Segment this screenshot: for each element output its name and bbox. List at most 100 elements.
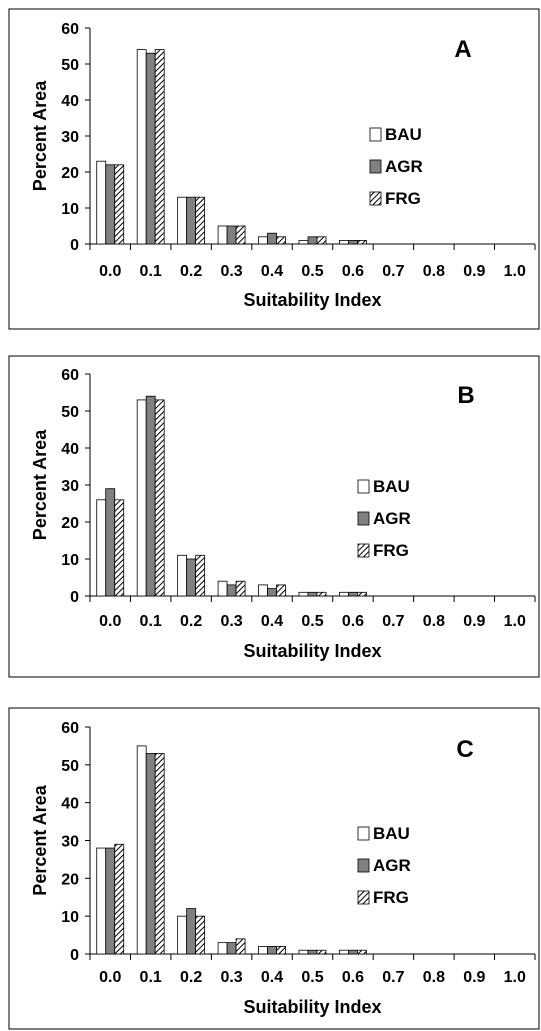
chart-frame [8,355,540,678]
panel-label-b: B [457,382,474,409]
legend-swatch-bau [357,479,370,494]
x-tick-label: 0.8 [423,613,445,630]
bar-frg-0.0 [114,499,125,597]
x-tick-label: 0.5 [301,969,323,986]
bar-frg-0.6 [357,949,367,955]
bar-bau-0.2 [177,554,188,597]
legend-swatch-frg [357,890,370,905]
x-tick-label: 0.3 [220,613,242,630]
bar-frg-0.2 [195,196,206,245]
x-tick-label: 0.7 [382,613,404,630]
bar-frg-0.2 [195,915,206,955]
chart-panel-a: 0 10 20 30 40 50 60 0.0 0.1 0.2 0.3 0.4 0.5 0.6 0.7 0.8… [0,0,541,331]
chart-panel-b: 0 10 20 30 40 50 60 0.0 0.1 0.2 0.3 0.4 0.5 0.6 0.7 0.8… [0,354,541,679]
y-tick-label: 60 [61,21,79,38]
bar-agr-0.2 [186,558,197,597]
x-tick-label: 0.7 [382,263,404,280]
x-tick-label: 0.4 [261,969,283,986]
legend-label-agr: AGR [385,157,423,176]
x-tick-label: 0.0 [99,613,121,630]
legend-swatch-frg [369,191,382,206]
y-tick-label: 0 [70,589,79,606]
x-tick-label: 0.3 [220,969,242,986]
bar-agr-0.0 [105,488,116,597]
x-tick-label: 0.2 [180,969,202,986]
bar-frg-0.0 [114,843,125,955]
bar-agr-0.1 [145,52,156,245]
y-tick-label: 40 [61,441,79,458]
x-tick-label: 0.2 [180,613,202,630]
bar-frg-0.5 [316,949,327,955]
bar-chart-a: 0 10 20 30 40 50 60 0.0 0.1 0.2 0.3 0.4 0.5 0.6 0.7 0.8… [8,8,540,330]
y-tick-label: 40 [61,93,79,110]
legend-swatch-agr [369,159,382,174]
bar-bau-0.5 [298,591,309,597]
legend-label-agr: AGR [373,856,411,875]
bar-bau-0.3 [217,225,228,245]
bar-agr-0.5 [307,591,318,597]
bar-agr-0.2 [186,196,197,245]
bar-frg-0.3 [235,225,246,245]
chart-frame [8,8,540,330]
x-axis-label: Suitability Index [243,997,381,1017]
bar-agr-0.3 [226,584,237,597]
bar-agr-0.6 [348,591,358,597]
bar-agr-0.2 [186,908,197,955]
x-tick-label: 0.6 [342,969,364,986]
bar-bau-0.1 [136,745,147,955]
x-axis-label: Suitability Index [243,641,381,661]
y-tick-label: 40 [61,796,79,813]
bar-bau-0.4 [258,584,268,597]
bar-chart-c: 0 10 20 30 40 50 60 0.0 0.1 0.2 0.3 0.4 0.5 0.6 0.7 0.8… [8,707,540,1030]
y-tick-label: 20 [61,515,79,532]
x-tick-label: 0.9 [463,969,485,986]
chart-panel-c: 0 10 20 30 40 50 60 0.0 0.1 0.2 0.3 0.4 0.5 0.6 0.7 0.8… [0,706,541,1031]
x-tick-label: 0.1 [140,263,162,280]
legend-label-frg: FRG [385,189,421,208]
y-tick-label: 10 [61,552,79,569]
y-tick-label: 50 [61,57,79,74]
y-axis-label: Percent Area [30,784,50,895]
y-axis-label: Percent Area [30,429,50,540]
bar-bau-0.4 [258,946,268,955]
bar-bau-0.2 [177,196,188,245]
x-tick-label: 0.9 [463,613,485,630]
bar-agr-0.3 [226,942,237,955]
bar-chart-b: 0 10 20 30 40 50 60 0.0 0.1 0.2 0.3 0.4 0.5 0.6 0.7 0.8… [8,355,540,678]
legend-swatch-bau [357,826,370,841]
y-axis-label: Percent Area [30,80,50,191]
legend-label-bau: BAU [373,824,410,843]
bar-frg-0.4 [276,236,286,245]
legend-label-frg: FRG [373,888,409,907]
x-tick-label: 0.0 [99,263,121,280]
y-tick-label: 50 [61,758,79,775]
x-tick-label: 0.9 [463,263,485,280]
bar-bau-0.5 [298,949,309,955]
chart-frame [8,707,540,1030]
bar-frg-0.0 [114,164,125,245]
bar-frg-0.3 [235,580,246,597]
bar-frg-0.2 [195,554,206,597]
bar-bau-0.3 [217,580,228,597]
x-tick-label: 0.2 [180,263,202,280]
y-tick-label: 30 [61,129,79,146]
bar-agr-0.6 [348,239,358,245]
legend-swatch-frg [357,543,370,558]
x-tick-label: 0.0 [99,969,121,986]
y-tick-label: 30 [61,834,79,851]
bar-frg-0.1 [154,753,165,955]
bar-bau-0.6 [339,949,349,955]
bar-agr-0.3 [226,225,237,245]
legend-swatch-agr [357,511,370,526]
x-tick-label: 0.7 [382,969,404,986]
bar-frg-0.5 [316,236,327,245]
x-tick-label: 0.4 [261,263,283,280]
bar-frg-0.6 [357,591,367,597]
bar-bau-0.0 [96,499,107,597]
bar-bau-0.5 [298,239,309,245]
y-tick-label: 0 [70,237,79,254]
bar-frg-0.1 [154,399,165,597]
bar-agr-0.0 [105,164,116,245]
x-axis-label: Suitability Index [243,290,381,310]
bar-bau-0.6 [339,239,349,245]
